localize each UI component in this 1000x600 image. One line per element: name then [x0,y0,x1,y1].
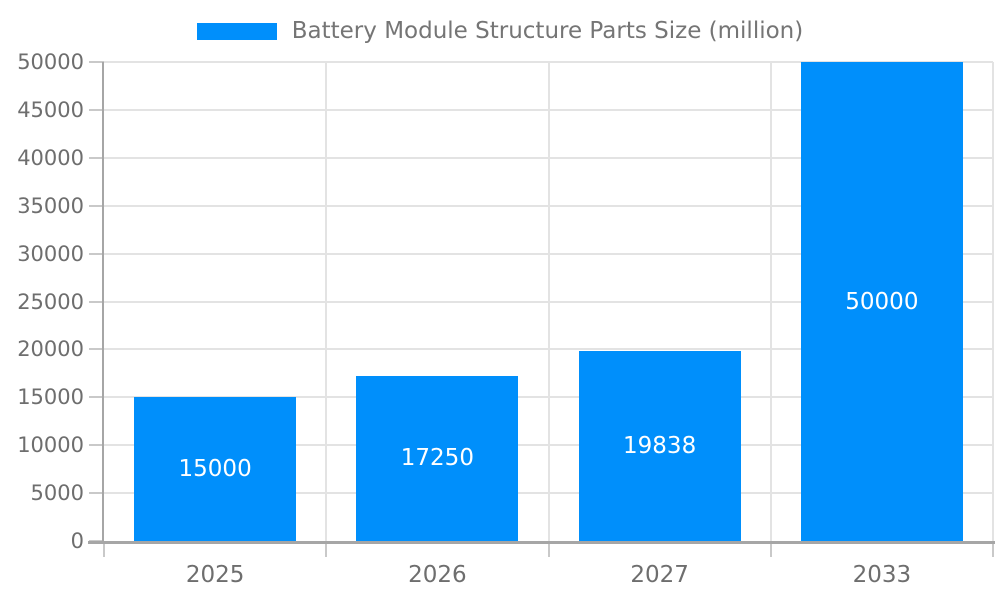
gridline-vertical [547,62,550,541]
x-axis-category-label: 2026 [408,562,467,588]
y-axis-tick [89,348,104,351]
bar[interactable]: 15000 [134,397,297,541]
bar[interactable]: 17250 [356,375,519,541]
gridline-vertical [325,62,328,541]
y-axis-tick [89,156,104,159]
x-axis-tick [103,541,105,557]
x-axis-line [88,541,995,544]
legend[interactable]: Battery Module Structure Parts Size (mil… [0,18,1000,44]
y-axis-tick-label: 40000 [17,145,84,170]
y-axis-tick-label: 45000 [17,97,84,122]
bar-value-label: 50000 [845,288,919,315]
y-axis-tick-label: 35000 [17,193,84,218]
gridline-vertical [769,62,772,541]
y-axis-tick [89,300,104,303]
y-axis-tick-label: 10000 [17,433,84,458]
x-axis-tick [547,541,550,557]
y-axis-tick-label: 5000 [30,481,84,506]
y-axis-tick-label: 0 [70,529,84,553]
bar-value-label: 17250 [400,445,474,472]
y-axis-tick [89,396,104,399]
y-axis-tick [89,444,104,447]
legend-swatch [196,22,277,40]
bar[interactable]: 50000 [800,62,963,541]
y-axis-tick [89,252,104,255]
y-axis-tick-label: 25000 [17,289,84,314]
y-axis-tick-label: 20000 [17,337,84,362]
y-axis-line [102,62,104,543]
y-axis-tick [89,492,104,495]
x-axis-tick [992,541,994,557]
bar-value-label: 19838 [623,432,697,459]
x-axis-category-label: 2027 [630,562,689,588]
y-axis-tick [89,108,104,111]
legend-label: Battery Module Structure Parts Size (mil… [291,18,804,44]
y-axis-tick [89,61,104,63]
y-axis-tick [89,204,104,207]
gridline-vertical [992,62,994,541]
y-axis-tick-label: 50000 [17,50,84,74]
x-axis-category-label: 2025 [185,562,245,588]
y-axis-tick-label: 15000 [17,385,84,410]
y-axis-tick-label: 30000 [17,241,84,266]
x-axis-category-label: 2033 [852,562,912,588]
x-axis-tick [769,541,772,557]
x-axis-tick [325,541,328,557]
bar[interactable]: 19838 [578,350,741,541]
bar-value-label: 15000 [178,456,252,483]
